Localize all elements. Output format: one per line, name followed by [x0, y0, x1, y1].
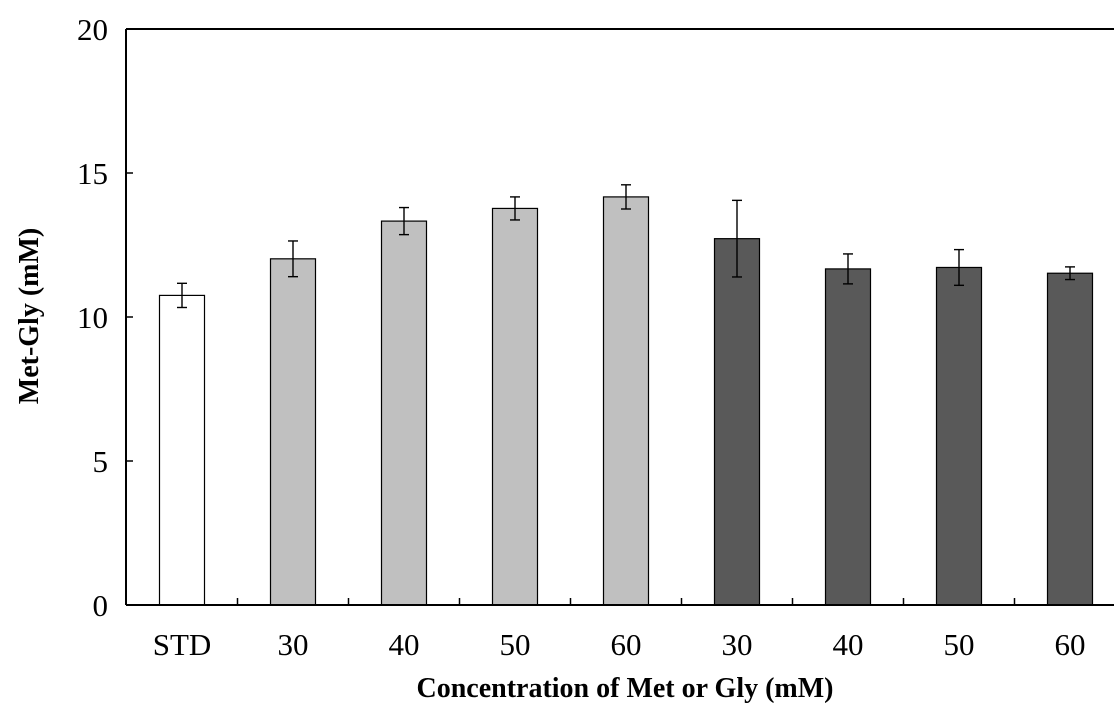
error-bar-2 [399, 206, 409, 236]
error-bar-1 [288, 240, 298, 278]
bar-1 [269, 258, 317, 606]
error-bar-6 [843, 253, 853, 285]
x-tick-label-2: 40 [389, 627, 420, 662]
bar-3 [491, 207, 539, 606]
error-bar-3 [510, 196, 520, 221]
bar-8 [1046, 272, 1094, 606]
error-bar-8 [1065, 266, 1075, 281]
labels-layer: STD 30 40 50 60 30 40 50 60 0 5 10 15 20 [77, 12, 1086, 662]
y-tick-label-1: 5 [93, 444, 109, 479]
x-tick-label-6: 40 [833, 627, 864, 662]
x-tick-label-3: 50 [500, 627, 531, 662]
bars-layer [158, 184, 1094, 606]
x-tick-label-0: STD [153, 627, 212, 662]
bar-6 [824, 268, 872, 606]
bar-7 [935, 266, 983, 606]
error-bar-7 [954, 248, 964, 287]
axes-layer [125, 28, 1114, 606]
bar-4 [602, 196, 650, 606]
error-bar-4 [621, 184, 631, 210]
x-tick-label-5: 30 [722, 627, 753, 662]
y-tick-label-2: 10 [77, 300, 108, 335]
x-tick-label-8: 60 [1055, 627, 1086, 662]
error-bar-0 [177, 282, 187, 309]
error-bar-5 [732, 199, 742, 278]
y-tick-label-4: 20 [77, 12, 108, 47]
y-tick-label-3: 15 [77, 156, 108, 191]
bar-5 [713, 238, 761, 606]
x-axis-title: Concentration of Met or Gly (mM) [416, 673, 833, 703]
x-tick-label-1: 30 [278, 627, 309, 662]
bar-2 [380, 220, 428, 606]
x-tick-label-4: 60 [611, 627, 642, 662]
bar-0 [158, 294, 206, 606]
y-tick-label-0: 0 [93, 588, 109, 623]
x-tick-label-7: 50 [944, 627, 975, 662]
y-axis-title: Met-Gly (mM) [14, 228, 45, 404]
